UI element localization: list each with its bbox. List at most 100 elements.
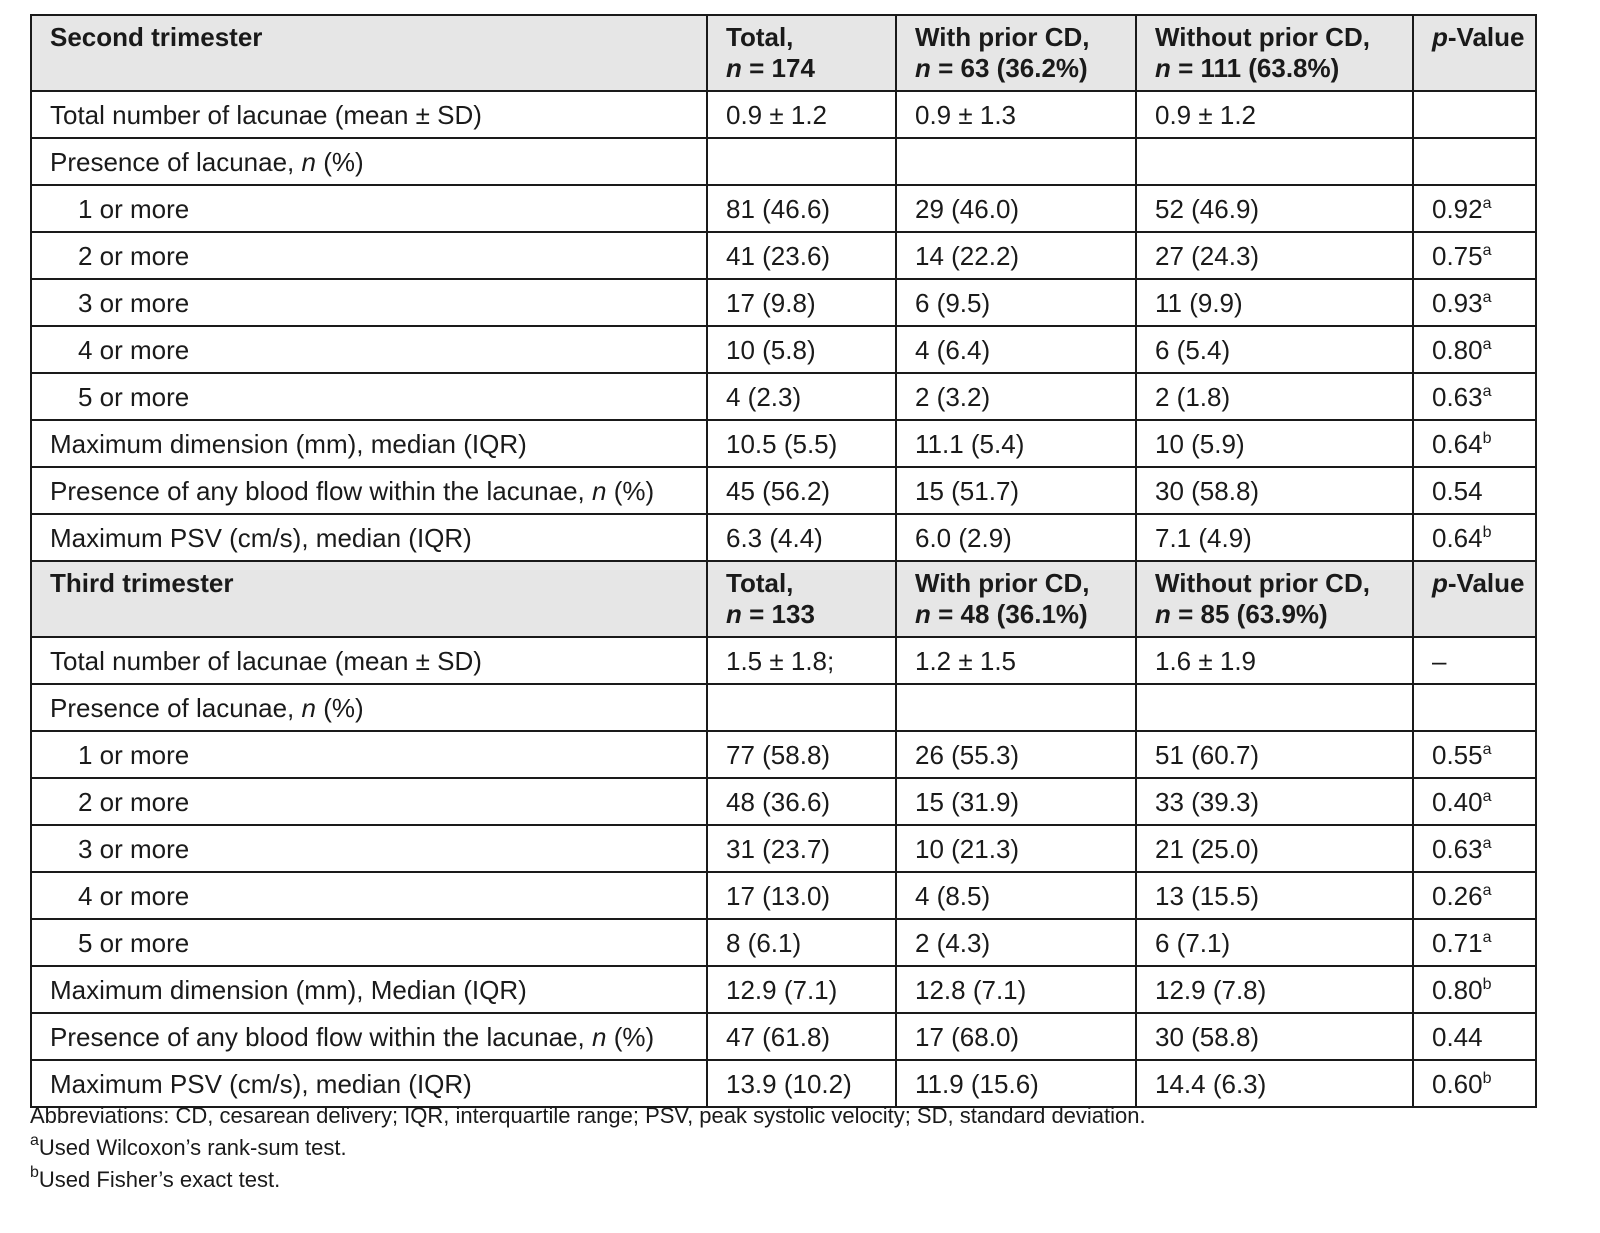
with-prior-cd-value: 0.9 ± 1.3: [895, 90, 1137, 139]
without-prior-cd-value: [1135, 137, 1414, 186]
n-value: = 174: [741, 53, 815, 83]
without-prior-cd-value: [1135, 683, 1414, 732]
results-table-container: Second trimester Total, n = 174 With prior …: [30, 14, 1537, 1108]
total-value: 81 (46.6): [706, 184, 897, 233]
pvalue-footnote-mark: a: [1482, 928, 1492, 946]
n-symbol: n: [1155, 53, 1171, 83]
table-row: 3 or more 17 (9.8) 6 (9.5) 11 (9.9) 0.93a: [30, 278, 1537, 327]
row-label-text: 1 or more: [78, 193, 190, 224]
with-prior-cd-value: 6.0 (2.9): [895, 513, 1137, 562]
n-symbol: n: [726, 599, 742, 629]
total-value: 4 (2.3): [706, 372, 897, 421]
row-label: Total number of lacunae (mean ± SD): [30, 636, 708, 685]
table-row: Maximum PSV (cm/s), median (IQR) 6.3 (4.4…: [30, 513, 1537, 562]
without-prior-cd-value: 21 (25.0): [1135, 824, 1414, 873]
n-symbol: n: [726, 53, 742, 83]
total-value: [706, 137, 897, 186]
row-label: Presence of lacunae, n (%): [30, 137, 708, 186]
section-title: Third trimester: [30, 560, 708, 638]
abbreviations-note: Abbreviations: CD, cesarean delivery; IQ…: [30, 1103, 1146, 1128]
row-label-tail: (%): [606, 1021, 655, 1052]
with-prior-cd-value: 15 (51.7): [895, 466, 1137, 515]
pvalue: 0.93: [1432, 287, 1483, 318]
pvalue-cell: 0.54: [1412, 466, 1537, 515]
table-row: 2 or more 48 (36.6) 15 (31.9) 33 (39.3) 0.40…: [30, 777, 1537, 826]
n-symbol: n: [915, 599, 931, 629]
row-label-n: n: [592, 1021, 607, 1052]
with-prior-cd-value: [895, 137, 1137, 186]
total-value: 47 (61.8): [706, 1012, 897, 1061]
footnote-a-mark: a: [30, 1132, 39, 1149]
row-label-text: 2 or more: [78, 786, 190, 817]
total-value: 77 (58.8): [706, 730, 897, 779]
pvalue-cell: 0.44: [1412, 1012, 1537, 1061]
pvalue-header-rest: -Value: [1447, 22, 1525, 52]
row-label-text: Maximum PSV (cm/s), median (IQR): [50, 522, 472, 553]
total-value: 12.9 (7.1): [706, 965, 897, 1014]
row-label-text: Total number of lacunae (mean ± SD): [50, 99, 482, 130]
row-label: Maximum dimension (mm), median (IQR): [30, 419, 708, 468]
pvalue-cell: 0.75a: [1412, 231, 1537, 280]
footnote-a-text: Used Wilcoxon’s rank-sum test.: [38, 1135, 347, 1160]
column-header-line2: n = 111 (63.8%): [1155, 53, 1411, 84]
pvalue-header: p-Value: [1412, 14, 1537, 92]
row-label-n: n: [301, 146, 316, 177]
table-row: 4 or more 17 (13.0) 4 (8.5) 13 (15.5) 0.26a: [30, 871, 1537, 920]
column-header: Without prior CD, n = 111 (63.8%): [1135, 14, 1414, 92]
pvalue-header-rest: -Value: [1447, 568, 1525, 598]
row-label-text: 4 or more: [78, 334, 190, 365]
without-prior-cd-value: 12.9 (7.8): [1135, 965, 1414, 1014]
pvalue: 0.44: [1432, 1021, 1483, 1052]
total-value: 0.9 ± 1.2: [706, 90, 897, 139]
table-row: 1 or more 81 (46.6) 29 (46.0) 52 (46.9) 0.92…: [30, 184, 1537, 233]
without-prior-cd-value: 33 (39.3): [1135, 777, 1414, 826]
pvalue-footnote-mark: a: [1482, 382, 1492, 400]
without-prior-cd-value: 10 (5.9): [1135, 419, 1414, 468]
n-value: = 48 (36.1%): [930, 599, 1088, 629]
row-label-text: 2 or more: [78, 240, 190, 271]
pvalue: 0.26: [1432, 880, 1483, 911]
pvalue: 0.80: [1432, 974, 1483, 1005]
column-header-line1: Total,: [726, 22, 794, 52]
row-label-text: Presence of lacunae,: [50, 146, 302, 177]
pvalue-cell: [1412, 90, 1537, 139]
column-header-line1: Total,: [726, 568, 794, 598]
pvalue: 0.60: [1432, 1068, 1483, 1099]
pvalue-footnote-mark: a: [1482, 335, 1492, 353]
table-row: Maximum dimension (mm), Median (IQR) 12.9…: [30, 965, 1537, 1014]
row-label-text: 3 or more: [78, 287, 190, 318]
pvalue: 0.80: [1432, 334, 1483, 365]
n-value: = 133: [741, 599, 815, 629]
without-prior-cd-value: 6 (5.4): [1135, 325, 1414, 374]
table-row: Presence of any blood flow within the la…: [30, 466, 1537, 515]
total-value: 13.9 (10.2): [706, 1059, 897, 1108]
table-row: Presence of lacunae, n (%): [30, 683, 1537, 732]
pvalue-cell: 0.63a: [1412, 372, 1537, 421]
pvalue: 0.55: [1432, 739, 1483, 770]
pvalue-cell: 0.60b: [1412, 1059, 1537, 1108]
pvalue-cell: 0.64b: [1412, 513, 1537, 562]
row-label-tail: (%): [315, 692, 364, 723]
row-label-text: Presence of any blood flow within the la…: [50, 1021, 593, 1052]
total-value: 17 (9.8): [706, 278, 897, 327]
row-label: Presence of any blood flow within the la…: [30, 1012, 708, 1061]
total-value: [706, 683, 897, 732]
with-prior-cd-value: 14 (22.2): [895, 231, 1137, 280]
total-value: 45 (56.2): [706, 466, 897, 515]
row-label: Total number of lacunae (mean ± SD): [30, 90, 708, 139]
row-label-text: 1 or more: [78, 739, 190, 770]
column-header-line1: With prior CD,: [915, 22, 1090, 52]
row-label-text: Maximum PSV (cm/s), median (IQR): [50, 1068, 472, 1099]
row-label-text: Presence of any blood flow within the la…: [50, 475, 593, 506]
pvalue-footnote-mark: a: [1482, 241, 1492, 259]
pvalue-footnote-mark: b: [1482, 429, 1492, 447]
row-label: 1 or more: [30, 730, 708, 779]
without-prior-cd-value: 7.1 (4.9): [1135, 513, 1414, 562]
pvalue: –: [1432, 645, 1447, 676]
with-prior-cd-value: 15 (31.9): [895, 777, 1137, 826]
with-prior-cd-value: 10 (21.3): [895, 824, 1137, 873]
pvalue-cell: [1412, 137, 1537, 186]
n-value: = 85 (63.9%): [1170, 599, 1328, 629]
pvalue-header-p: p: [1432, 568, 1448, 598]
row-label: 1 or more: [30, 184, 708, 233]
